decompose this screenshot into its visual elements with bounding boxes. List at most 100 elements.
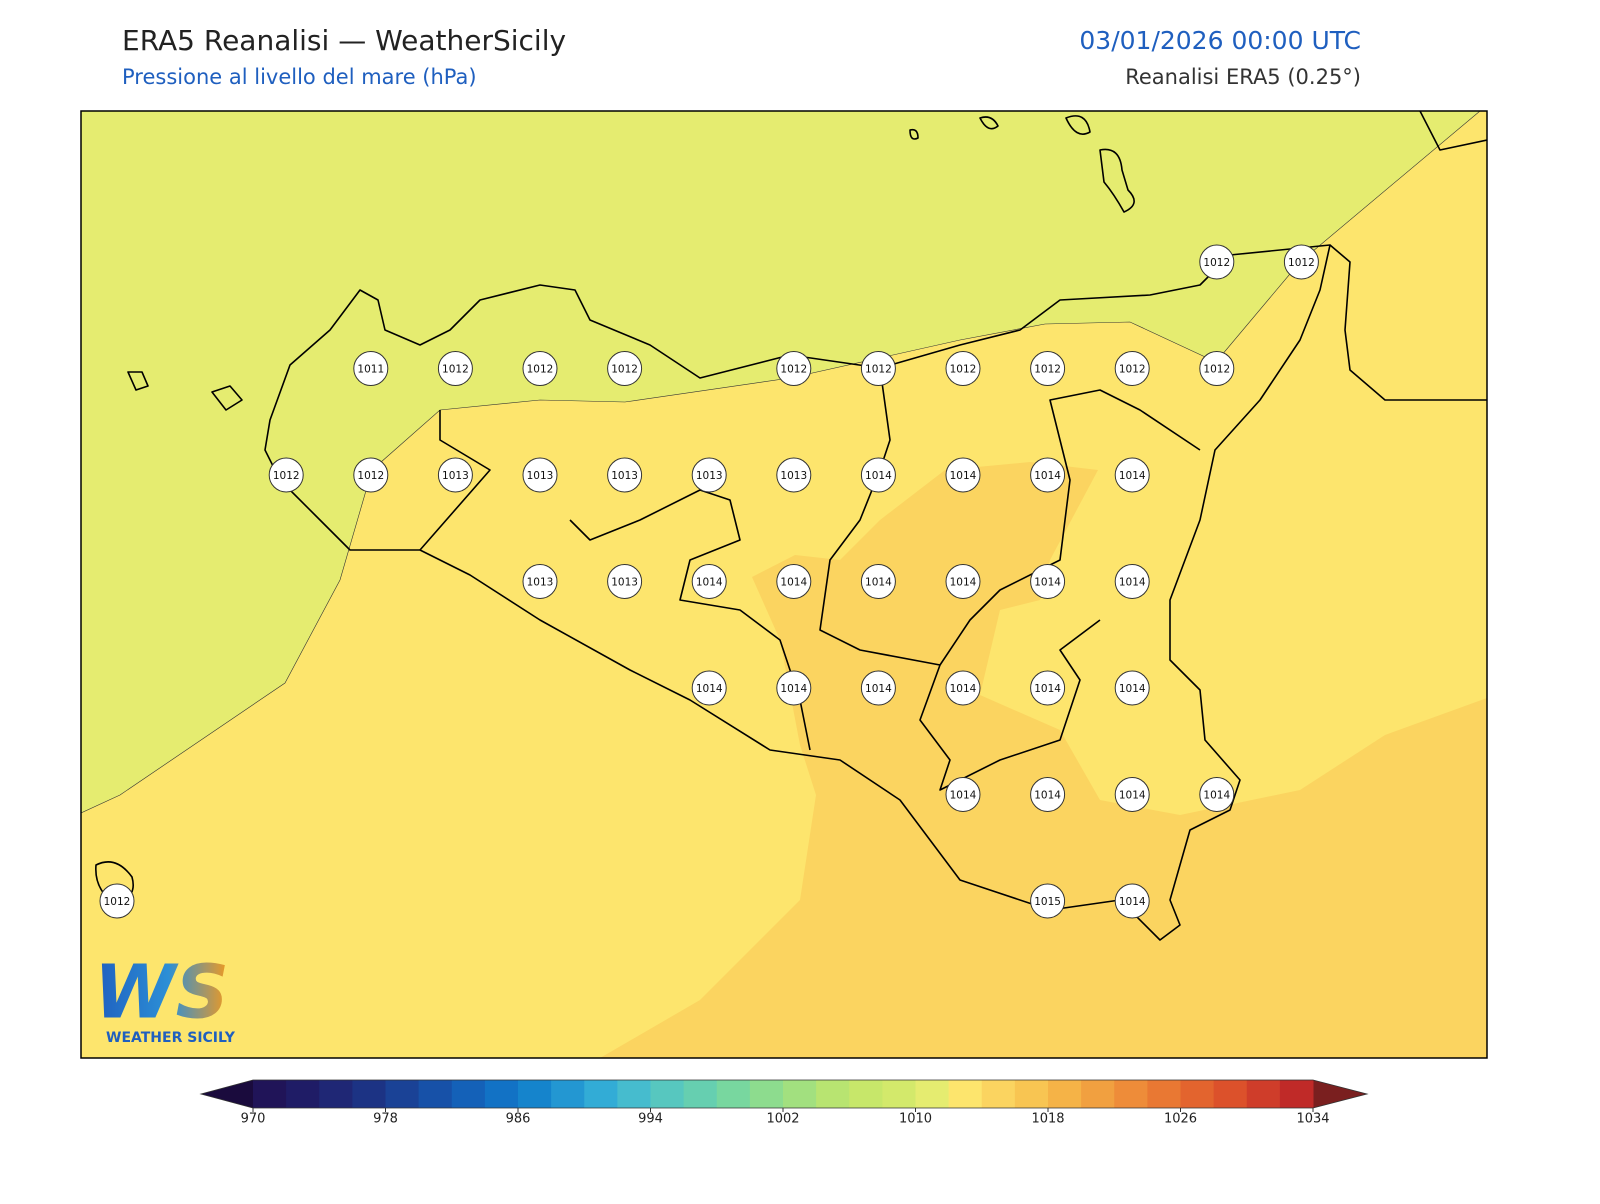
colorbar-tick-label: 1026: [1164, 1112, 1197, 1127]
colorbar-bin: [418, 1080, 453, 1108]
station-value: 1013: [442, 470, 469, 482]
station-marker: [1114, 564, 1150, 599]
colorbar-bin: [650, 1080, 685, 1108]
colorbar-tick-label: 970: [241, 1112, 266, 1127]
colorbar-bin: [551, 1080, 585, 1108]
station-marker: [776, 457, 812, 493]
station-marker: [268, 457, 304, 493]
coastline-calabria: [1419, 111, 1487, 151]
station-value: 1013: [780, 470, 807, 482]
station-marker: [522, 457, 558, 493]
station-value: 1014: [950, 470, 977, 482]
colorbar-bin: [1147, 1080, 1181, 1108]
station-value: 1012: [1203, 364, 1230, 376]
colorbar-bin: [617, 1080, 651, 1108]
station-value: 1014: [950, 577, 977, 589]
colorbar-bin: [849, 1080, 883, 1108]
colorbar-bin: [1246, 1080, 1281, 1108]
colorbar-tick-label: 994: [638, 1112, 663, 1127]
colorbar-tick-label: 1002: [766, 1112, 799, 1127]
station-marker: [1199, 244, 1235, 280]
station-labels: 1012 1012 1011 1012 1012 1012 1012 1012 1012 1012…: [99, 244, 1319, 919]
station-value: 1014: [1119, 790, 1146, 802]
colorbar-bin: [253, 1080, 287, 1108]
station-value: 1015: [1034, 896, 1061, 908]
logo-name: WEATHER SICILY: [106, 1030, 236, 1046]
station-marker: [522, 351, 558, 386]
colorbar-bin: [683, 1080, 718, 1108]
station-marker: [522, 564, 558, 599]
station-marker: [607, 457, 643, 493]
colorbar-bin: [584, 1080, 618, 1108]
station-marker: [860, 457, 896, 493]
colorbar-bin: [484, 1080, 519, 1108]
colorbar-tick-label: 1018: [1031, 1112, 1064, 1127]
station-value: 1014: [780, 577, 807, 589]
station-value: 1013: [527, 470, 554, 482]
colorbar-bin: [948, 1080, 983, 1108]
station-marker: [607, 351, 643, 386]
station-value: 1012: [527, 364, 554, 376]
colorbar-bin: [286, 1080, 320, 1108]
station-value: 1013: [527, 577, 554, 589]
colorbar-bin: [1213, 1080, 1248, 1108]
station-marker: [1114, 457, 1150, 493]
station-value: 1014: [1119, 683, 1146, 695]
station-value: 1012: [104, 896, 131, 908]
subtitle: Pressione al livello del mare (hPa): [122, 65, 477, 89]
station-value: 1014: [865, 577, 892, 589]
station-marker: [776, 351, 812, 386]
station-marker: [945, 351, 981, 386]
station-value: 1014: [696, 577, 723, 589]
station-marker: [1030, 777, 1066, 812]
logo-mark: WS: [94, 950, 229, 1036]
station-value: 1011: [357, 364, 384, 376]
station-value: 1012: [950, 364, 977, 376]
station-marker: [99, 883, 135, 919]
station-value: 1014: [950, 790, 977, 802]
station-marker: [1030, 351, 1066, 386]
station-value: 1014: [1034, 790, 1061, 802]
station-marker: [353, 457, 389, 493]
colorbar-bin: [1279, 1080, 1314, 1108]
colorbar-bin: [518, 1080, 552, 1108]
station-marker: [860, 670, 896, 706]
station-marker: [1114, 670, 1150, 706]
station-value: 1012: [611, 364, 638, 376]
coastline-calabria: [1329, 244, 1487, 401]
colorbar-tick-label: 1010: [899, 1112, 932, 1127]
station-value: 1012: [273, 470, 300, 482]
station-marker: [1030, 670, 1066, 706]
station-marker: [1114, 777, 1150, 812]
source: Reanalisi ERA5 (0.25°): [1125, 65, 1361, 89]
station-value: 1012: [1203, 257, 1230, 269]
station-marker: [1199, 351, 1235, 386]
colorbar-bin: [352, 1080, 386, 1108]
province-borders: [419, 367, 1201, 791]
map-frame: [80, 110, 1488, 1059]
station-marker: [607, 564, 643, 599]
colorbar-bin: [1114, 1080, 1148, 1108]
station-value: 1014: [1034, 577, 1061, 589]
station-marker: [691, 457, 727, 493]
colorbar-tick-label: 1034: [1296, 1112, 1329, 1127]
station-marker: [691, 564, 727, 599]
colorbar: 970 978 986 994 1002 1010 1018 1026 1034: [199, 1079, 1369, 1127]
colorbar-bin: [451, 1080, 486, 1108]
station-value: 1014: [1203, 790, 1230, 802]
station-marker: [860, 564, 896, 599]
station-marker: [1114, 883, 1150, 919]
station-marker: [353, 351, 389, 386]
colorbar-bin: [915, 1080, 950, 1108]
station-value: 1014: [696, 683, 723, 695]
station-marker: [945, 670, 981, 706]
coastline: [264, 244, 1331, 941]
station-value: 1013: [611, 470, 638, 482]
station-value: 1012: [865, 364, 892, 376]
station-value: 1012: [1119, 364, 1146, 376]
colorbar-bin: [1014, 1080, 1049, 1108]
station-value: 1014: [1119, 577, 1146, 589]
station-value: 1012: [357, 470, 384, 482]
field-1014: [600, 462, 1487, 1058]
